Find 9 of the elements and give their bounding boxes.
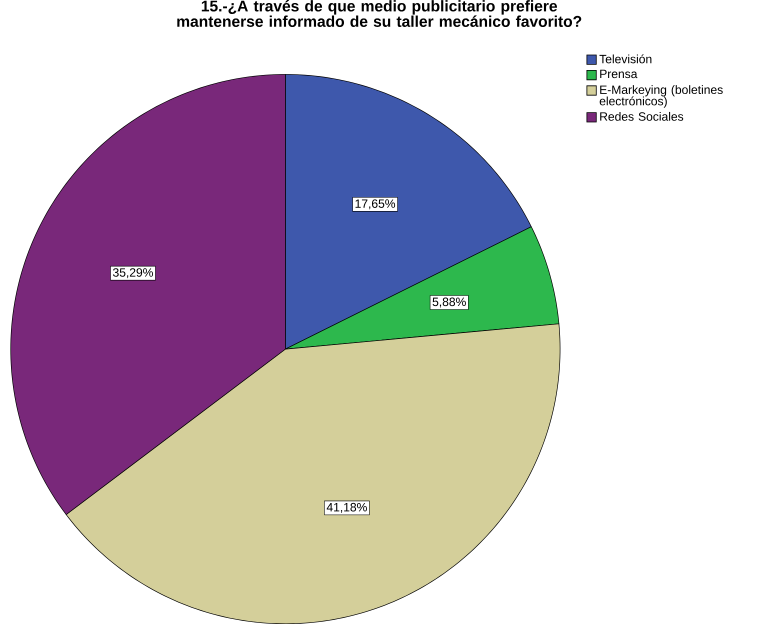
legend-label: Televisión [599, 54, 652, 64]
legend-label: Prensa [600, 70, 638, 78]
legend-label: E-Markeying (boletines electrónicos) [600, 85, 723, 108]
data-label: 17,65% [356, 199, 396, 210]
data-label: 41,18% [326, 502, 367, 513]
data-label: 35,29% [112, 268, 153, 278]
data-label: 5,88% [432, 297, 466, 308]
chart-title: 15.-¿A través de que medio publicitario prefiere mantenerse informado de su taller mecánico favorito? [177, 0, 582, 27]
legend-label: Redes Sociales [600, 112, 684, 121]
